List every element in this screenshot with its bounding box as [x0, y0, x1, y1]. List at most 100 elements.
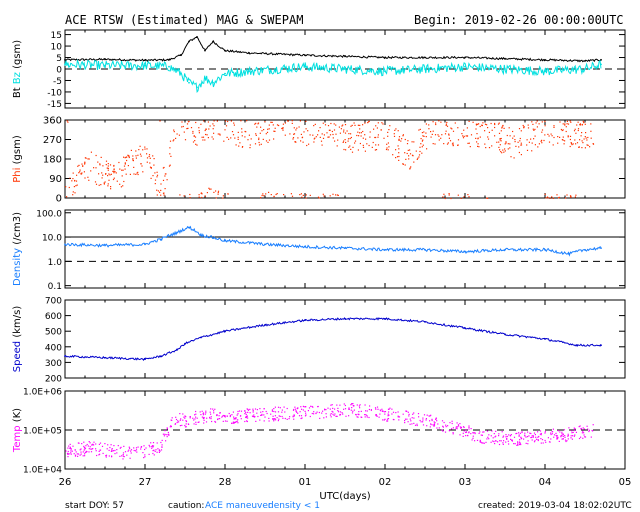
data-point: [200, 123, 202, 125]
data-point: [306, 144, 308, 147]
data-point: [371, 146, 373, 148]
data-point: [422, 135, 424, 137]
data-point: [462, 426, 465, 428]
data-point: [357, 124, 359, 126]
data-point: [540, 432, 542, 435]
data-point: [84, 161, 86, 163]
data-point: [372, 141, 374, 144]
data-point: [259, 419, 261, 421]
data-point: [585, 132, 587, 134]
data-point: [513, 443, 515, 445]
data-point: [494, 123, 496, 126]
data-point: [422, 417, 424, 419]
data-point: [204, 49, 206, 52]
data-point: [578, 437, 581, 440]
data-point: [313, 138, 315, 140]
caution-density: density < 1: [268, 501, 320, 511]
data-point: [404, 152, 406, 154]
data-point: [495, 430, 497, 432]
data-point: [224, 415, 226, 417]
data-point: [534, 440, 536, 442]
data-point: [356, 404, 358, 406]
data-point: [253, 415, 255, 418]
data-point: [586, 425, 588, 427]
x-tick-label: 01: [299, 477, 312, 488]
data-point: [168, 65, 170, 68]
data-point: [504, 143, 506, 145]
data-point: [577, 129, 579, 132]
data-point: [84, 451, 86, 454]
data-point: [113, 172, 115, 174]
data-point: [66, 196, 68, 198]
data-point: [421, 146, 423, 148]
data-point: [124, 163, 126, 165]
data-point: [389, 407, 391, 409]
data-point: [560, 435, 562, 437]
data-point: [99, 453, 101, 455]
data-point: [531, 439, 533, 441]
data-point: [347, 138, 350, 140]
data-point: [195, 423, 197, 425]
data-point: [208, 128, 210, 130]
data-point: [519, 442, 521, 444]
data-point: [336, 145, 338, 147]
data-point: [528, 141, 530, 143]
data-point: [419, 128, 421, 130]
data-point: [537, 439, 539, 441]
data-point: [358, 411, 360, 413]
data-point: [114, 453, 116, 455]
data-point: [342, 124, 344, 126]
data-point: [534, 128, 536, 130]
data-point: [475, 123, 477, 125]
data-point: [189, 197, 191, 199]
data-point: [105, 160, 108, 162]
data-point: [166, 436, 168, 438]
data-point: [478, 123, 480, 125]
data-point: [425, 132, 427, 134]
data-point: [276, 417, 278, 419]
data-point: [504, 248, 506, 251]
data-point: [397, 416, 399, 418]
data-point: [122, 458, 124, 460]
data-point: [192, 130, 194, 133]
data-point: [418, 416, 420, 418]
data-point: [95, 443, 97, 445]
data-point: [476, 141, 478, 143]
data-point: [144, 448, 146, 451]
data-point: [205, 412, 207, 414]
data-point: [178, 421, 180, 423]
data-point: [77, 453, 80, 455]
data-point: [168, 434, 170, 436]
data-point: [407, 411, 409, 413]
data-point: [530, 432, 532, 435]
data-point: [273, 418, 275, 420]
data-point: [270, 413, 272, 415]
data-point: [282, 417, 284, 419]
data-point: [584, 147, 586, 149]
data-point: [167, 431, 169, 434]
data-point: [467, 434, 469, 437]
data-point: [477, 143, 479, 145]
data-point: [454, 122, 456, 124]
data-point: [332, 193, 334, 195]
data-point: [540, 434, 542, 436]
data-point: [377, 144, 380, 146]
data-point: [175, 137, 177, 139]
data-point: [558, 196, 560, 198]
data-point: [105, 456, 107, 458]
data-point: [291, 195, 294, 197]
data-point: [512, 137, 514, 139]
data-point: [133, 173, 135, 175]
data-point: [501, 127, 503, 129]
data-point: [411, 141, 413, 143]
data-point: [494, 436, 496, 438]
data-point: [502, 435, 505, 437]
data-point: [143, 457, 145, 459]
data-point: [387, 135, 389, 137]
data-point: [447, 425, 449, 427]
data-point: [287, 120, 289, 122]
data-point: [196, 86, 198, 89]
data-point: [401, 138, 403, 140]
data-point: [437, 423, 439, 425]
